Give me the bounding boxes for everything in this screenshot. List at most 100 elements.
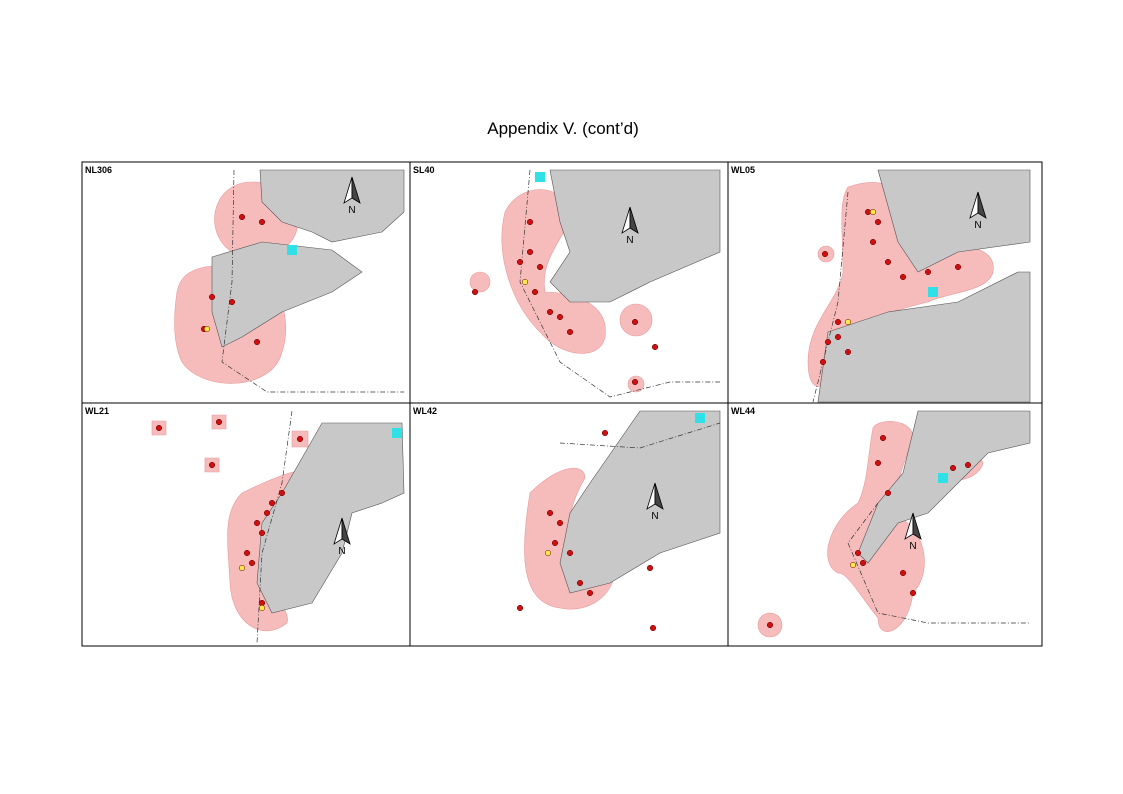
boundary-line — [847, 502, 1030, 624]
north-arrow — [629, 206, 639, 234]
north-arrow — [977, 191, 987, 219]
location-point — [954, 263, 962, 271]
location-point — [471, 288, 479, 296]
location-point — [253, 338, 261, 346]
map-panel: N WL21 — [85, 406, 405, 644]
figure-title: Appendix V. (cont’d) — [487, 119, 639, 138]
location-point — [586, 589, 594, 597]
panel-label: SL40 — [413, 165, 435, 175]
location-point — [821, 250, 829, 258]
location-point — [253, 519, 261, 527]
location-point — [556, 313, 564, 321]
location-point — [248, 559, 256, 567]
north-label: N — [974, 220, 981, 231]
location-point — [824, 338, 832, 346]
location-point — [849, 561, 857, 569]
location-point — [203, 325, 211, 333]
location-point — [834, 318, 842, 326]
land — [559, 410, 721, 594]
marker — [928, 287, 938, 297]
land — [877, 169, 1031, 273]
location-point — [546, 308, 554, 316]
location-point — [243, 549, 251, 557]
panel-label: WL42 — [413, 406, 437, 416]
location-point — [238, 564, 246, 572]
north-arrow — [654, 482, 664, 510]
location-point — [909, 589, 917, 597]
land — [259, 169, 405, 243]
location-point — [854, 549, 862, 557]
location-point — [228, 298, 236, 306]
location-point — [874, 218, 882, 226]
location-point — [238, 213, 246, 221]
location-point — [566, 549, 574, 557]
location-point — [516, 258, 524, 266]
location-point — [208, 461, 216, 469]
location-point — [516, 604, 524, 612]
map-panel: N NL306 — [85, 165, 405, 393]
north-arrow — [351, 176, 361, 204]
location-point — [859, 559, 867, 567]
map-panel: N SL40 — [413, 165, 721, 398]
location-point — [551, 539, 559, 547]
north-label: N — [909, 541, 916, 552]
location-point — [263, 509, 271, 517]
boundary-line — [221, 169, 404, 393]
location-point — [526, 218, 534, 226]
north-label: N — [626, 235, 633, 246]
location-point — [601, 429, 609, 437]
location-point — [874, 459, 882, 467]
location-point — [649, 624, 657, 632]
location-point — [258, 604, 266, 612]
land — [256, 422, 405, 614]
location-point — [651, 343, 659, 351]
location-point — [215, 418, 223, 426]
location-point — [531, 288, 539, 296]
location-point — [258, 529, 266, 537]
land — [817, 271, 1031, 403]
location-point — [819, 358, 827, 366]
location-point — [899, 273, 907, 281]
panel-grid: N NL306 N SL40 N WL05 N WL21 N WL42 N WL44 — [85, 165, 1031, 644]
location-point — [268, 499, 276, 507]
location-point — [899, 569, 907, 577]
location-point — [884, 258, 892, 266]
location-point — [879, 434, 887, 442]
location-point — [766, 621, 774, 629]
location-point — [869, 238, 877, 246]
location-point — [155, 424, 163, 432]
map-panel: N WL05 — [731, 165, 1031, 403]
marker — [392, 428, 402, 438]
boundary-line — [256, 410, 293, 644]
location-point — [566, 328, 574, 336]
marker — [287, 245, 297, 255]
location-point — [631, 318, 639, 326]
location-point — [278, 489, 286, 497]
panel-label: WL44 — [731, 406, 755, 416]
land — [549, 169, 721, 303]
location-point — [834, 333, 842, 341]
panel-label: WL21 — [85, 406, 109, 416]
location-point — [208, 293, 216, 301]
north-arrow — [912, 512, 922, 540]
north-label: N — [338, 546, 345, 557]
location-point — [844, 318, 852, 326]
marker — [695, 413, 705, 423]
location-point — [546, 509, 554, 517]
location-point — [631, 378, 639, 386]
location-point — [576, 579, 584, 587]
land — [211, 241, 363, 348]
location-point — [521, 278, 529, 286]
boundary-line — [812, 191, 849, 403]
north-label: N — [348, 205, 355, 216]
marker — [938, 473, 948, 483]
location-point — [869, 208, 877, 216]
location-point — [964, 461, 972, 469]
location-point — [949, 464, 957, 472]
north-arrow — [341, 517, 351, 545]
location-point — [296, 435, 304, 443]
location-point — [536, 263, 544, 271]
location-point — [544, 549, 552, 557]
marker — [535, 172, 545, 182]
